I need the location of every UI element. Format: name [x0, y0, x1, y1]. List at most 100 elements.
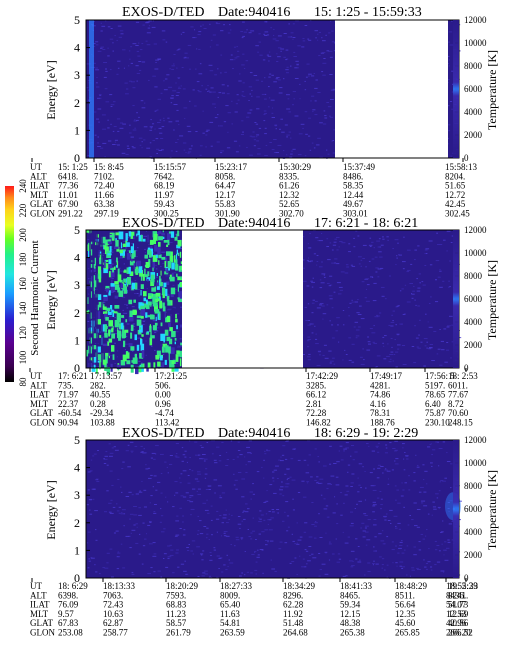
heatmap-cell — [302, 267, 305, 269]
heatmap-cell — [223, 531, 228, 533]
heatmap-cell — [332, 512, 336, 514]
heatmap-cell — [122, 243, 127, 247]
heatmap-cell — [356, 312, 360, 314]
heatmap-cell — [176, 244, 181, 249]
heatmap-cell — [286, 94, 290, 96]
heatmap-cell — [117, 268, 120, 276]
heatmap-cell — [446, 461, 451, 462]
heatmap-cell — [108, 264, 113, 269]
heatmap-cell — [141, 451, 144, 453]
heatmap-cell — [160, 92, 163, 94]
heatmap-cell — [280, 486, 284, 488]
heatmap-cell — [334, 496, 336, 498]
heatmap-cell — [244, 574, 246, 576]
heatmap-cell — [435, 441, 439, 443]
heatmap-cell — [323, 344, 327, 346]
heatmap-cell — [125, 319, 128, 323]
heatmap-cell — [272, 38, 277, 40]
heatmap-cell — [265, 145, 268, 146]
heatmap-cell — [170, 316, 172, 323]
heatmap-cell — [380, 286, 385, 288]
heatmap-cell — [153, 512, 157, 514]
heatmap-cell — [112, 290, 116, 292]
heatmap-cell — [381, 530, 384, 532]
heatmap-cell — [355, 538, 358, 540]
heatmap-cell — [165, 275, 170, 277]
cell-mlt: 12.44 — [343, 190, 364, 200]
heatmap-cell — [254, 569, 258, 571]
heatmap-cell — [104, 263, 109, 270]
heatmap-cell — [424, 566, 427, 568]
heatmap-cell — [165, 496, 167, 498]
heatmap-cell — [242, 35, 245, 37]
heatmap-cell — [177, 139, 179, 140]
heatmap-cell — [90, 557, 93, 559]
heatmap-cell — [215, 44, 219, 46]
heatmap-cell — [376, 314, 378, 316]
heatmap-cell — [404, 284, 407, 286]
heatmap-cell — [179, 346, 183, 347]
heatmap-cell — [145, 301, 150, 310]
heatmap-cell — [117, 130, 120, 132]
heatmap-cell — [330, 475, 335, 477]
heatmap-cell — [128, 50, 131, 52]
heatmap-feature-band — [89, 20, 94, 158]
heatmap-cell — [360, 265, 362, 267]
heatmap-cell — [234, 59, 236, 61]
heatmap-cell — [110, 251, 114, 253]
heatmap-cell — [417, 347, 421, 349]
heatmap-cell — [376, 315, 381, 317]
heatmap-cell — [102, 567, 105, 569]
heatmap-cell — [308, 73, 312, 75]
heatmap-cell — [331, 30, 334, 32]
heatmap-cell — [348, 359, 352, 361]
heatmap-cell — [113, 532, 116, 534]
heatmap-cell — [209, 121, 214, 123]
heatmap-cell — [425, 568, 428, 570]
heatmap-cell — [269, 73, 272, 75]
heatmap-cell — [299, 98, 301, 100]
heatmap-cell — [435, 260, 440, 262]
heatmap-cell — [142, 545, 146, 547]
heatmap-cell — [206, 442, 209, 443]
heatmap-cell — [318, 575, 321, 577]
heatmap-cell — [424, 249, 428, 251]
heatmap-cell — [227, 131, 229, 133]
heatmap-cell — [105, 68, 107, 70]
heatmap-cell — [117, 365, 121, 370]
heatmap-cell — [406, 545, 409, 547]
heatmap-cell — [88, 470, 92, 472]
heatmap-cell — [107, 47, 109, 49]
heatmap-cell — [401, 568, 404, 569]
heatmap-cell — [257, 51, 259, 53]
heatmap-cell — [224, 71, 227, 73]
heatmap-cell — [132, 147, 136, 149]
heatmap-cell — [377, 276, 380, 278]
heatmap-cell — [105, 285, 110, 290]
heatmap-cell — [178, 48, 181, 50]
heatmap-cell — [128, 65, 130, 67]
heatmap-cell — [109, 470, 113, 472]
cell-ut: 15:15:57 — [154, 162, 187, 172]
heatmap-cell — [206, 527, 209, 529]
heatmap-cell — [438, 465, 440, 467]
heatmap-cell — [220, 72, 222, 74]
heatmap-cell — [314, 479, 317, 481]
heatmap-cell — [125, 535, 130, 537]
heatmap-cell — [308, 39, 312, 41]
heatmap-cell — [371, 258, 375, 260]
heatmap-cell — [345, 575, 348, 577]
heatmap-cell — [323, 498, 326, 500]
heatmap-cell — [241, 120, 244, 122]
heatmap-cell — [316, 144, 320, 146]
heatmap-cell — [404, 452, 406, 453]
colorbar-label: Second Harmonic Current — [29, 240, 41, 355]
heatmap-cell — [162, 230, 164, 233]
heatmap-cell — [372, 504, 377, 506]
panel-2-time-range: 17: 6:21 - 18: 6:21 — [314, 216, 418, 231]
heatmap-cell — [119, 127, 124, 129]
heatmap-cell — [155, 59, 159, 61]
heatmap-cell — [417, 245, 420, 247]
heatmap-cell — [320, 282, 325, 284]
heatmap-cell — [324, 117, 328, 119]
